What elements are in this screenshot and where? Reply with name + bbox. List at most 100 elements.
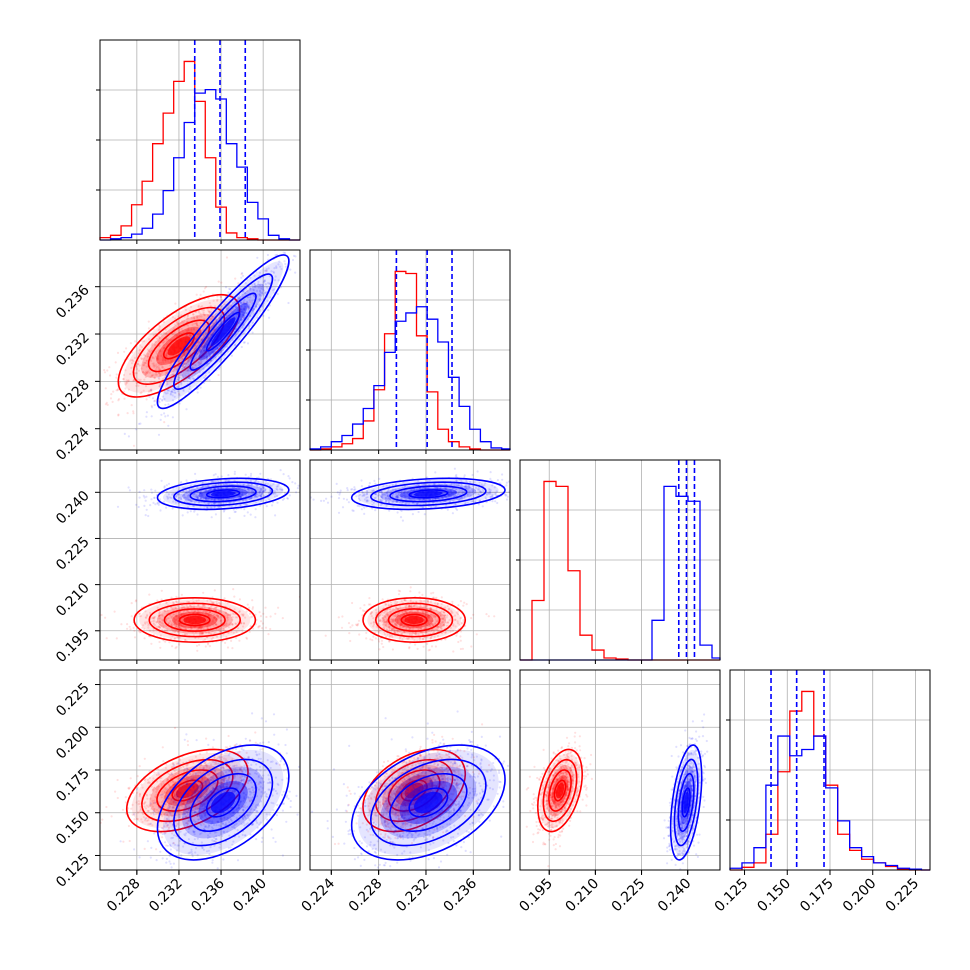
scatter-point [411, 513, 414, 516]
scatter-point [201, 305, 204, 308]
scatter-point [252, 289, 255, 292]
scatter-point [129, 457, 131, 459]
scatter-point [168, 361, 171, 364]
scatter-point [137, 362, 140, 365]
scatter-point [178, 643, 181, 646]
scatter-point [288, 477, 291, 480]
scatter-point [190, 305, 193, 308]
scatter-point [188, 329, 191, 332]
scatter-point [204, 638, 207, 641]
scatter-point [176, 378, 179, 381]
scatter-point [204, 374, 207, 377]
scatter-point [230, 630, 233, 633]
scatter-point [144, 621, 147, 624]
scatter-point [209, 333, 212, 336]
scatter-point [211, 596, 214, 599]
scatter-point [171, 607, 174, 610]
scatter-point [221, 298, 224, 301]
scatter-point [128, 625, 131, 628]
scatter-point [199, 340, 202, 343]
scatter-point [156, 356, 159, 360]
scatter-point [422, 645, 425, 648]
scatter-point [163, 500, 166, 503]
scatter-point [184, 626, 187, 629]
scatter-point [155, 620, 158, 624]
scatter-point [218, 323, 221, 326]
scatter-point [216, 617, 219, 620]
scatter-point [240, 622, 243, 625]
scatter-point [137, 505, 140, 509]
scatter-point [162, 341, 165, 345]
scatter-point [301, 242, 303, 244]
scatter-point [225, 622, 228, 625]
scatter-point [190, 328, 193, 331]
scatter-point [149, 611, 152, 614]
scatter-point [183, 351, 186, 354]
scatter-point [220, 358, 223, 361]
scatter-point [252, 308, 255, 311]
scatter-point [253, 284, 256, 287]
scatter-point [251, 606, 255, 609]
pair-panel-1-0 [99, 242, 304, 459]
scatter-point [240, 308, 243, 311]
scatter-point [505, 484, 508, 487]
scatter-point [207, 607, 210, 610]
scatter-point [470, 645, 473, 648]
scatter-point [254, 305, 257, 308]
scatter-point [182, 605, 186, 608]
scatter-point [205, 355, 208, 358]
scatter-point [210, 334, 213, 337]
scatter-point [206, 329, 209, 332]
scatter-point [157, 614, 160, 618]
scatter-point [135, 365, 138, 368]
scatter-point [213, 613, 216, 616]
scatter-point [247, 304, 250, 308]
scatter-point [391, 648, 394, 651]
scatter-point [190, 356, 193, 359]
scatter-point [240, 273, 243, 276]
scatter-point [368, 482, 371, 485]
scatter-point [202, 352, 205, 355]
scatter-point [181, 355, 184, 358]
scatter-point [157, 366, 161, 370]
scatter-point [196, 609, 199, 612]
scatter-point [179, 611, 182, 614]
scatter-point [178, 394, 181, 397]
scatter-point [208, 611, 211, 614]
scatter-point [231, 623, 234, 626]
scatter-point [166, 383, 169, 386]
scatter-point [222, 348, 225, 351]
scatter-point [186, 374, 190, 378]
scatter-point [241, 313, 244, 316]
scatter-point [147, 390, 150, 393]
scatter-point [172, 373, 175, 376]
scatter-point [219, 296, 222, 299]
scatter-point [215, 623, 218, 626]
scatter-point [440, 596, 443, 599]
scatter-point [180, 613, 183, 616]
scatter-point [257, 286, 260, 289]
hist-panel-2 [516, 459, 721, 661]
scatter-point [159, 381, 162, 385]
scatter-point [214, 606, 217, 609]
scatter-point [171, 399, 175, 402]
scatter-point [302, 257, 304, 259]
scatter-point [200, 626, 204, 629]
scatter-point [198, 311, 201, 314]
scatter-point [249, 625, 252, 628]
scatter-point [188, 611, 192, 615]
scatter-point [229, 288, 232, 291]
scatter-point [213, 351, 216, 354]
scatter-point [123, 432, 126, 435]
scatter-point [185, 408, 188, 411]
scatter-point [258, 298, 261, 301]
scatter-point [175, 601, 178, 604]
scatter-point [150, 344, 153, 347]
scatter-point [178, 623, 181, 626]
scatter-point [170, 390, 173, 393]
scatter-point [172, 388, 176, 391]
scatter-point [187, 349, 190, 352]
scatter-point [209, 607, 212, 610]
scatter-point [197, 305, 200, 308]
scatter-point [408, 646, 411, 649]
